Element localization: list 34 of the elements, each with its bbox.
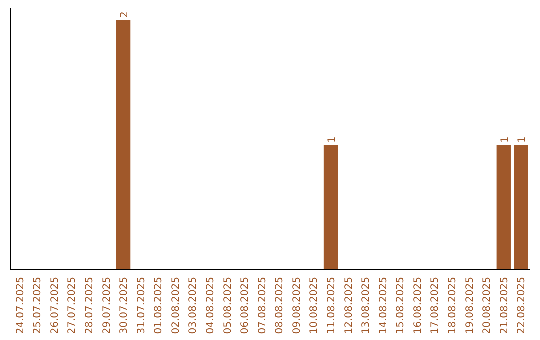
- data-label: 1: [327, 136, 338, 143]
- x-tick-label: 14.08.2025: [378, 277, 390, 334]
- x-tick-label: 09.08.2025: [292, 277, 303, 334]
- x-tick-label: 01.08.2025: [154, 277, 165, 334]
- x-tick-label: 08.08.2025: [274, 277, 286, 334]
- x-tick-label: 30.07.2025: [119, 277, 130, 334]
- x-tick-label: 20.08.2025: [482, 277, 494, 334]
- x-tick-label: 11.08.2025: [326, 277, 338, 334]
- x-tick-label: 28.07.2025: [84, 277, 96, 334]
- data-label: 1: [500, 136, 511, 143]
- x-tick-label: 31.07.2025: [136, 277, 148, 334]
- x-tick-label: 22.08.2025: [516, 277, 528, 334]
- x-tick-label: 03.08.2025: [188, 277, 200, 334]
- data-label: 2: [120, 12, 131, 18]
- x-tick-label: 21.08.2025: [499, 277, 510, 334]
- x-tick-label: 15.08.2025: [396, 277, 407, 334]
- x-tick-label: 19.08.2025: [464, 277, 476, 334]
- x-tick-label: 04.08.2025: [205, 277, 216, 334]
- x-tick-label: 13.08.2025: [361, 277, 372, 334]
- x-tick-label: 29.07.2025: [102, 277, 113, 334]
- data-label: 1: [517, 136, 528, 143]
- x-tick-label: 27.07.2025: [67, 277, 78, 334]
- x-tick-label: 17.08.2025: [430, 277, 442, 334]
- x-tick-label: 07.08.2025: [257, 277, 268, 334]
- x-tick-label: 05.08.2025: [222, 277, 234, 334]
- x-tick-label: 25.07.2025: [32, 277, 44, 334]
- x-tick-label: 24.07.2025: [15, 277, 26, 334]
- x-tick-label: 06.08.2025: [240, 277, 252, 334]
- x-tick-label: 02.08.2025: [170, 277, 182, 334]
- x-tick-label: 18.08.2025: [448, 277, 459, 334]
- x-tick-label: 26.07.2025: [50, 277, 61, 334]
- x-tick-label: 10.08.2025: [309, 277, 320, 334]
- x-tick-label: 16.08.2025: [412, 277, 424, 334]
- x-tick-label: 12.08.2025: [344, 277, 355, 334]
